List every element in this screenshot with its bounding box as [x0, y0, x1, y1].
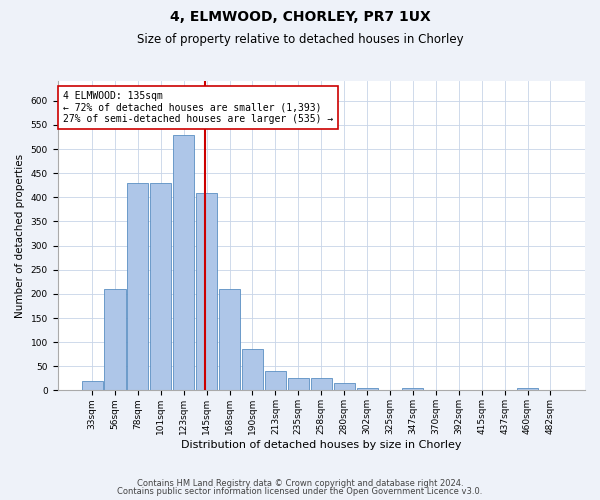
Bar: [150, 183, 172, 390]
Y-axis label: Number of detached properties: Number of detached properties: [15, 154, 25, 318]
Bar: [127, 183, 148, 390]
Bar: [356, 388, 377, 390]
Text: Size of property relative to detached houses in Chorley: Size of property relative to detached ho…: [137, 32, 463, 46]
Text: Contains HM Land Registry data © Crown copyright and database right 2024.: Contains HM Land Registry data © Crown c…: [137, 478, 463, 488]
Bar: [517, 388, 538, 390]
Text: Contains public sector information licensed under the Open Government Licence v3: Contains public sector information licen…: [118, 487, 482, 496]
Bar: [265, 371, 286, 390]
Bar: [219, 289, 240, 390]
Bar: [288, 378, 309, 390]
Bar: [82, 381, 103, 390]
Bar: [311, 378, 332, 390]
Bar: [173, 134, 194, 390]
X-axis label: Distribution of detached houses by size in Chorley: Distribution of detached houses by size …: [181, 440, 461, 450]
Bar: [104, 289, 125, 390]
Text: 4, ELMWOOD, CHORLEY, PR7 1UX: 4, ELMWOOD, CHORLEY, PR7 1UX: [170, 10, 430, 24]
Bar: [334, 383, 355, 390]
Text: 4 ELMWOOD: 135sqm
← 72% of detached houses are smaller (1,393)
27% of semi-detac: 4 ELMWOOD: 135sqm ← 72% of detached hous…: [63, 91, 333, 124]
Bar: [242, 350, 263, 391]
Bar: [403, 388, 424, 390]
Bar: [196, 192, 217, 390]
